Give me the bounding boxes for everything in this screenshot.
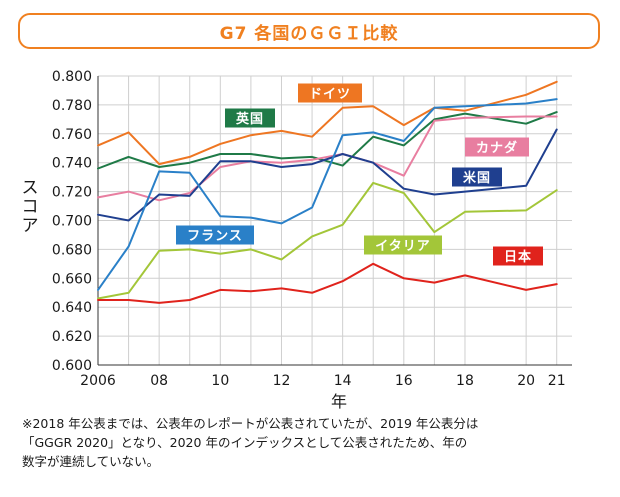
- y-tick-label: 0.620: [52, 329, 92, 345]
- y-tick-label: 0.660: [52, 271, 92, 287]
- y-tick-label: 0.720: [52, 185, 92, 201]
- y-axis-label: ス: [22, 178, 39, 198]
- footnote: ※2018 年公表までは、公表年のレポートが公表されていたが、2019 年公表分…: [22, 414, 606, 471]
- x-tick-label: 10: [211, 373, 229, 389]
- series-label-box: [176, 225, 254, 245]
- series-label-text: カナダ: [476, 140, 518, 156]
- series-line: [97, 128, 558, 222]
- x-axis-label: 年: [331, 392, 347, 410]
- y-tick-label: 0.640: [52, 300, 92, 316]
- series-label-text: イタリア: [375, 239, 430, 254]
- series-label-text: ドイツ: [309, 87, 351, 102]
- y-axis-label: ア: [22, 216, 39, 236]
- grid-layer: [97, 75, 572, 366]
- series-label-box: [452, 167, 502, 187]
- series-line: [97, 111, 558, 170]
- series-line: [97, 80, 558, 166]
- footnote-line: 数字が連続していない。: [22, 454, 160, 469]
- y-tick-label: 0.700: [52, 214, 92, 230]
- series-label: 日本: [493, 246, 543, 266]
- series-label-box: [225, 108, 275, 128]
- series-label: 英国: [225, 108, 275, 128]
- x-tick-label: 12: [273, 373, 291, 389]
- chart-title: G7 各国のＧＧＩ比較: [219, 23, 399, 44]
- x-tick-label: 08: [150, 373, 168, 389]
- line-chart: 0.600 0.620 0.640 0.660 0.680 0.700 0.720 0.740…: [22, 69, 572, 410]
- y-tick-label: 0.800: [52, 69, 92, 85]
- x-tick-label: 14: [334, 373, 352, 389]
- series-line: [97, 98, 558, 291]
- series-label-box: [465, 137, 529, 157]
- footnote-line: 「GGGR 2020」となり、2020 年のインデックスとして公表されたため、年…: [22, 435, 468, 450]
- x-tick-label: 20: [517, 373, 535, 389]
- series-label-text: フランス: [187, 229, 243, 244]
- x-tick-label: 21: [548, 373, 566, 389]
- series-label-box: [298, 83, 362, 103]
- footnote-line: ※2018 年公表までは、公表年のレポートが公表されていたが、2019 年公表分…: [22, 416, 479, 431]
- series-label-text: 英国: [235, 111, 264, 127]
- series-line: [97, 262, 558, 304]
- series-line: [97, 115, 558, 202]
- series-label: ドイツ: [298, 83, 362, 103]
- axis-layer: 0.600 0.620 0.640 0.660 0.680 0.700 0.720 0.740…: [22, 69, 572, 410]
- y-tick-label: 0.600: [52, 358, 92, 374]
- y-tick-label: 0.780: [52, 98, 92, 114]
- x-tick-label: 16: [395, 373, 413, 389]
- x-tick-label: 2006: [80, 373, 116, 389]
- series-label-text: 日本: [504, 249, 532, 265]
- series-label: フランス: [176, 225, 254, 245]
- series-line: [97, 181, 558, 300]
- series-layer: [97, 80, 558, 304]
- y-axis-label: コ: [22, 197, 39, 217]
- chart-title-box: G7 各国のＧＧＩ比較: [18, 13, 600, 49]
- y-tick-label: 0.680: [52, 242, 92, 258]
- series-label-box: [364, 235, 442, 255]
- series-label-text: 米国: [463, 170, 491, 186]
- x-tick-label: 18: [456, 373, 474, 389]
- series-label-box: [493, 246, 543, 266]
- series-label: イタリア: [364, 235, 442, 255]
- series-label: 米国: [452, 167, 502, 187]
- y-tick-label: 0.760: [52, 127, 92, 143]
- series-label: カナダ: [465, 137, 529, 157]
- y-tick-label: 0.740: [52, 156, 92, 172]
